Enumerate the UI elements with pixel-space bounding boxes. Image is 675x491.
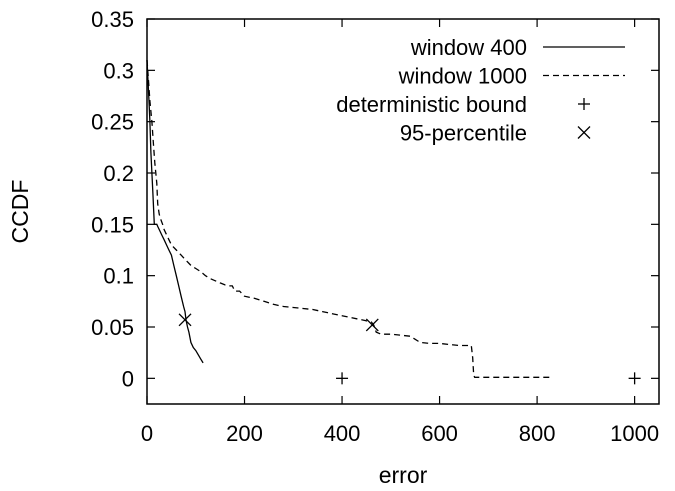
x-tick-label: 200 (226, 421, 263, 446)
x-tick-label: 600 (421, 421, 458, 446)
series-line-window-1000 (146, 60, 552, 378)
x-tick-label: 400 (324, 421, 361, 446)
y-tick-label: 0.05 (91, 315, 134, 340)
marker-95-percentile (365, 318, 379, 332)
y-tick-label: 0 (122, 366, 134, 391)
y-tick-label: 0.15 (91, 212, 134, 237)
legend: window 400 window 1000 deterministic bound… (336, 35, 625, 146)
cross-b (365, 318, 379, 332)
marker-deterministic-bound (336, 372, 349, 385)
plot-border (146, 18, 660, 405)
legend-label-window-1000: window 1000 (398, 64, 527, 89)
series-line-window-400 (146, 60, 204, 364)
y-axis: 0 0.05 0.1 0.15 0.2 0.25 0.3 0.35 (91, 7, 659, 391)
y-tick-label: 0.2 (103, 161, 134, 186)
x-tick-label: 0 (141, 421, 153, 446)
y-axis-label: CCDF (7, 180, 33, 244)
cross-b (577, 126, 591, 139)
cross-b (178, 313, 192, 327)
x-axis-label: error (379, 462, 428, 488)
x-tick-label: 1000 (610, 421, 659, 446)
x-tick-label: 800 (519, 421, 556, 446)
y-tick-label: 0.25 (91, 110, 134, 135)
legend-label-95-percentile: 95-percentile (400, 121, 527, 146)
marker-95-percentile (178, 313, 192, 327)
y-tick-label: 0.3 (103, 58, 134, 83)
legend-label-window-400: window 400 (410, 35, 527, 60)
plot-frame (146, 18, 660, 405)
y-tick-label: 0.1 (103, 264, 134, 289)
marker-layer (178, 313, 641, 385)
series-layer (146, 60, 552, 378)
marker-deterministic-bound (628, 372, 641, 385)
y-tick-label: 0.35 (91, 7, 134, 32)
legend-label-deterministic-bound: deterministic bound (336, 92, 527, 117)
legend-swatch-95-percentile (577, 126, 591, 139)
x-axis: 0 200 400 600 800 1000 (141, 19, 659, 446)
legend-swatch-deterministic-bound (578, 98, 590, 110)
